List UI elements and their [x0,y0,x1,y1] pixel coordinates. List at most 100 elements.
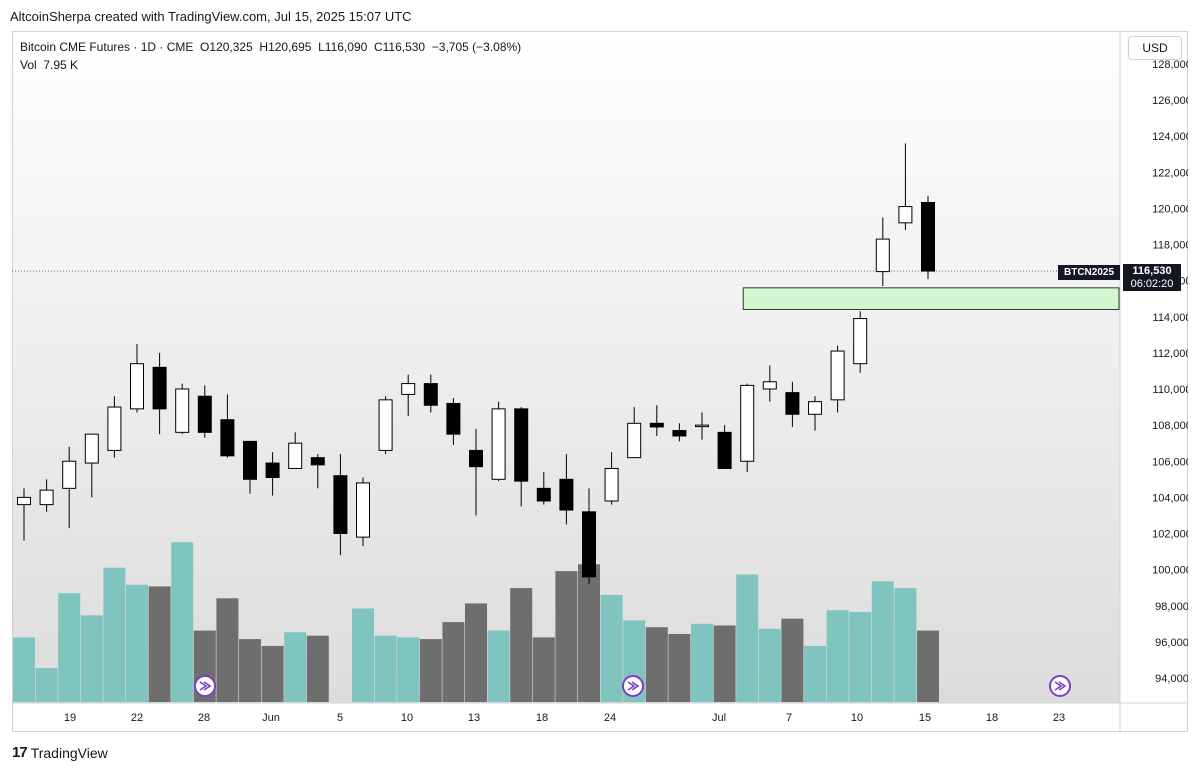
legend-volume: Vol 7.95 K [20,58,79,72]
play-icon [622,675,644,697]
volume-bar [555,571,578,702]
time-tick-label: 23 [1053,712,1065,724]
volume-bar [871,581,894,702]
volume-bar [758,628,781,702]
time-tick-label: 10 [851,712,863,724]
time-tick-label: 13 [468,712,480,724]
last-price-value: 116,530 [1132,265,1172,277]
candle-body [672,430,687,437]
price-tick-label: 118,000 [1153,240,1188,252]
footer-brand[interactable]: 17 TradingView [12,744,108,761]
candle-body [491,408,506,480]
volume-bar [239,639,261,702]
candle-body [84,433,99,464]
time-axis: 19 22 28 Jun 5 10 13 18 24 Jul 7 10 15 18 23 [64,712,1065,724]
chart-canvas[interactable]: 94,000 96,000 98,000 100,000 102,000 104,000 1… [12,31,1188,732]
candle-body [921,202,935,272]
candle-body [604,467,619,502]
volume-bar [510,588,533,702]
price-tick-label: 124,000 [1152,131,1188,143]
candle-body [627,422,642,459]
candle-body [762,381,777,390]
time-tick-label: 7 [786,712,792,724]
price-tick-label: 120,000 [1152,203,1188,215]
volume-bar [826,610,849,702]
footer-brand-label: TradingView [30,744,108,761]
volume-bar [600,594,623,702]
price-tick-label: 104,000 [1152,492,1188,504]
volume-bar [532,637,555,702]
price-tick-label: 112,000 [1153,348,1188,360]
candle-body [582,511,596,578]
candle-body [288,442,303,469]
volume-bar [171,542,194,702]
time-tick-label: 15 [919,712,931,724]
symbol-tag: BTCN2025 [1058,265,1120,280]
candle-body [17,496,31,506]
price-tick-label: 100,000 [1152,565,1188,577]
time-tick-label: 5 [337,712,343,724]
header-credit: AltcoinSherpa created with TradingView.c… [10,9,412,24]
price-tick-label: 110,000 [1153,384,1188,396]
volume-bar [35,668,58,702]
currency-button[interactable]: USD [1128,36,1182,60]
price-tick-label: 126,000 [1152,95,1188,107]
play-icon [1049,675,1071,697]
candle-body [695,424,709,428]
price-tick-label: 108,000 [1152,420,1188,432]
volume-bar [849,611,872,702]
candle-body [62,460,77,489]
candle-body [469,449,483,468]
candle-body [717,431,732,469]
volume-layer [13,542,939,702]
candle-body [559,478,574,511]
candle-body [197,395,212,433]
marker-arrow [627,681,640,691]
bar-countdown: 06:02:20 [1130,278,1174,290]
volume-bar [894,588,917,702]
price-tick-label: 114,000 [1153,312,1188,324]
price-tick-label: 122,000 [1152,167,1188,179]
price-axis: 94,000 96,000 98,000 100,000 102,000 104,000 1… [1152,59,1188,685]
price-tick-label: 106,000 [1152,456,1188,468]
time-tick-label: 28 [198,712,210,724]
candle-body [446,402,461,435]
price-tick-label: 128,000 [1152,59,1188,71]
candle-body [785,392,800,415]
price-tick-label: 96,000 [1155,637,1188,649]
candle-body [808,401,822,415]
volume-bar [668,634,691,702]
candle-body [378,399,393,451]
candle-body [649,422,664,428]
volume-bar [691,623,713,702]
volume-bar [352,608,374,702]
volume-bar [442,622,465,702]
volume-bar [781,618,804,702]
play-icon [194,675,216,697]
candle-body [401,383,416,395]
volume-bar [148,586,171,702]
candle-body [875,238,890,273]
volume-bar [397,637,420,702]
candle-body [853,318,868,365]
marker-arrow [1054,681,1067,691]
candle-body [107,406,122,451]
price-tick-label: 94,000 [1155,673,1188,685]
candle-layer [17,143,935,585]
candle-body [830,350,845,401]
time-tick-label: 18 [986,712,998,724]
volume-bar [487,630,510,702]
marker-arrow [199,681,212,691]
zone-layer [12,270,1120,310]
candle-body [243,440,257,480]
tradingview-logo-icon: 17 [12,744,28,761]
candle-body [740,384,755,462]
volume-bar [419,639,442,702]
volume-bar [306,635,329,702]
time-tick-label: 22 [131,712,143,724]
candle-body [220,419,235,457]
candle-body [514,408,529,482]
volume-bar [80,615,103,702]
volume-bar [13,637,35,702]
time-tick-label: Jul [712,712,726,724]
